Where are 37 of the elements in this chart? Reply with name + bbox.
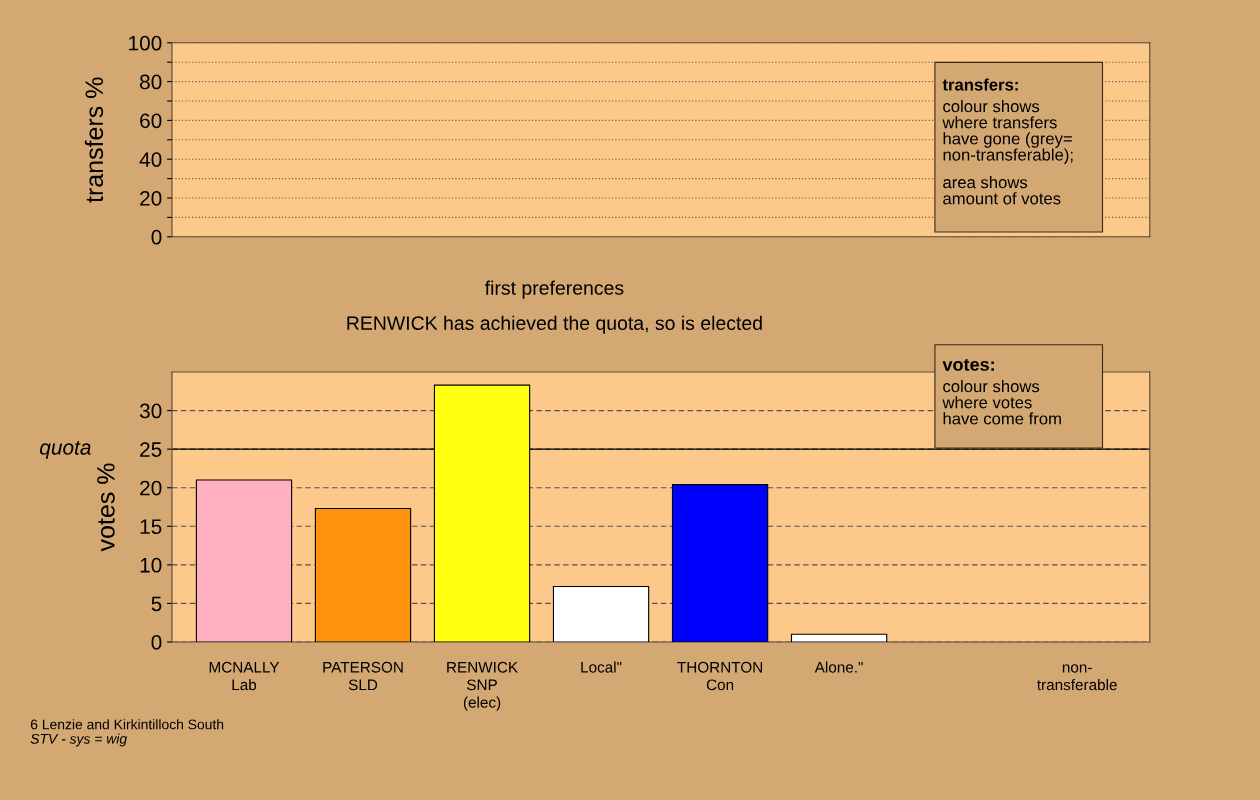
y-tick-label: 80 xyxy=(140,74,162,90)
y-tick-label: 25 xyxy=(140,442,162,457)
y-tick-label: 30 xyxy=(139,403,162,419)
y-tick-label: 10 xyxy=(140,557,162,573)
x-tick-label: PATERSON SLD xyxy=(323,661,403,691)
y-tick-label: 0 xyxy=(151,229,162,245)
chart-title: first preferences xyxy=(484,280,624,299)
bar xyxy=(195,479,293,642)
bar xyxy=(671,484,769,642)
x-tick-label: THORNTON Con xyxy=(677,661,762,691)
y-tick-label: 20 xyxy=(140,480,162,496)
x-tick-label: Local" xyxy=(581,661,622,673)
y-axis-title: transfers % xyxy=(84,77,104,203)
text: votes: xyxy=(942,358,994,371)
chart-subtitle: RENWICK has achieved the quota, so is elected xyxy=(347,315,762,334)
bar xyxy=(314,507,412,642)
annotation: area shows amount of votes xyxy=(943,176,1061,205)
bar xyxy=(552,585,650,642)
annotation: colour shows where votes have come from xyxy=(942,380,1061,425)
bar xyxy=(790,633,888,642)
ref-line-label: quota xyxy=(40,441,91,459)
annotation: transfers: xyxy=(942,78,1018,91)
text: 6 Lenzie and Kirkintilloch South xyxy=(30,719,224,730)
y-tick-label: 5 xyxy=(151,596,162,612)
annotation: colour shows where transfers have gone (grey= non-transferable); xyxy=(942,100,1073,164)
x-tick-label: MCNALLY Lab xyxy=(209,661,280,691)
y-tick-label: 15 xyxy=(140,519,162,535)
y-tick-label: 100 xyxy=(129,35,162,51)
y-axis-title: votes % xyxy=(97,463,115,552)
x-tick-label: RENWICK SNP (elec) xyxy=(447,661,518,711)
y-tick-label: 40 xyxy=(139,152,162,167)
y-tick-label: 60 xyxy=(140,113,162,129)
x-tick-label: Alone." xyxy=(814,661,863,673)
text: STV - sys = wig xyxy=(30,733,127,747)
y-tick-label: 20 xyxy=(140,191,162,206)
x-tick-label: non- transferable xyxy=(1037,664,1117,691)
y-tick-label: 0 xyxy=(151,635,162,650)
